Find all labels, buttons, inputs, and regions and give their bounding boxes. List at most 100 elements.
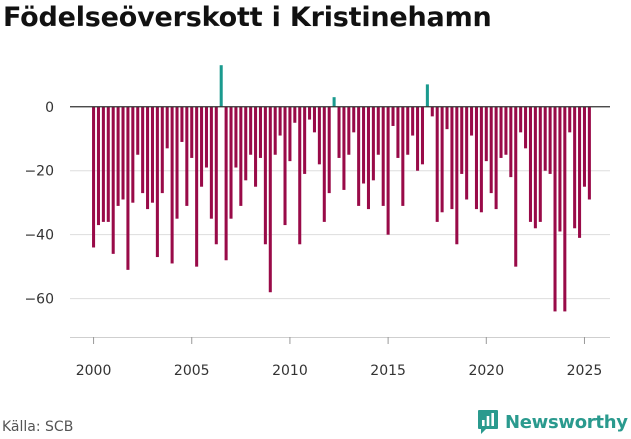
bar-negative <box>548 106 552 174</box>
bar-negative <box>435 106 439 222</box>
bar-positive <box>425 84 429 107</box>
bar-negative <box>308 106 312 120</box>
bar-negative <box>396 106 400 158</box>
bar-negative <box>96 106 100 226</box>
bar-negative <box>322 106 326 222</box>
bar-positive <box>219 65 223 107</box>
bar-negative <box>558 106 562 232</box>
bar-negative <box>553 106 557 312</box>
bar-negative <box>136 106 140 155</box>
bar-negative <box>180 106 184 142</box>
bar-negative <box>224 106 228 261</box>
bar-negative <box>494 106 498 210</box>
bar-negative <box>352 106 356 133</box>
bar-negative <box>317 106 321 165</box>
bar-negative <box>175 106 179 219</box>
bar-negative <box>190 106 194 158</box>
bar-negative <box>278 106 282 136</box>
bar-negative <box>440 106 444 213</box>
bar-negative <box>298 106 302 245</box>
bar-positive <box>332 97 336 107</box>
bar-negative <box>258 106 262 158</box>
x-tick-label: 2010 <box>272 363 308 379</box>
bar-negative <box>150 106 154 203</box>
bar-negative <box>376 106 380 155</box>
bar-negative <box>268 106 272 293</box>
bar-negative <box>386 106 390 235</box>
bar-negative <box>465 106 469 200</box>
bar-negative <box>430 106 434 117</box>
bar-negative <box>106 106 110 222</box>
bar-negative <box>460 106 464 174</box>
bar-negative <box>229 106 233 219</box>
bar-negative <box>528 106 532 222</box>
bar-negative <box>416 106 420 171</box>
bar-negative <box>209 106 213 219</box>
y-tick-label: −40 <box>24 228 54 244</box>
bar-negative <box>504 106 508 155</box>
bar-negative <box>263 106 267 245</box>
bar-negative <box>391 106 395 126</box>
bar-negative <box>578 106 582 238</box>
bar-negative <box>445 106 449 130</box>
axes: 0 −20 −40 −60 2000 2005 2010 2015 2020 2025 <box>24 100 610 379</box>
x-tick-label: 2015 <box>370 363 406 379</box>
bar-negative <box>533 106 537 229</box>
bar-negative <box>121 106 125 200</box>
bar-negative <box>244 106 248 181</box>
bar-negative <box>283 106 287 226</box>
bar-negative <box>371 106 375 181</box>
bar-negative <box>479 106 483 213</box>
bar-negative <box>406 106 410 155</box>
bar-negative <box>337 106 341 158</box>
bar-negative <box>141 106 145 194</box>
bar-negative <box>214 106 218 245</box>
newsworthy-logo[interactable]: Newsworthy <box>477 406 628 438</box>
bar-negative <box>474 106 478 210</box>
bar-negative <box>170 106 174 264</box>
bar-negative <box>411 106 415 136</box>
bar-negative <box>254 106 258 187</box>
y-tick-label: −60 <box>24 292 54 308</box>
bar-negative <box>200 106 204 187</box>
bar-negative <box>185 106 189 206</box>
bar-negative <box>543 106 547 171</box>
bar-negative <box>519 106 523 133</box>
bar-negative <box>366 106 370 210</box>
source-label: Källa: SCB <box>2 419 74 435</box>
bars <box>92 65 591 312</box>
bar-negative <box>146 106 150 210</box>
bar-negative <box>293 106 297 123</box>
bar-negative <box>342 106 346 190</box>
bar-negative <box>568 106 572 133</box>
bar-negative <box>327 106 331 194</box>
x-tick-label: 2005 <box>174 363 210 379</box>
y-tick-label: −20 <box>24 164 54 180</box>
bar-negative <box>484 106 488 162</box>
bar-negative <box>357 106 361 206</box>
bar-negative <box>92 106 96 248</box>
bar-negative <box>420 106 424 165</box>
bar-negative <box>470 106 474 136</box>
bar-negative <box>573 106 577 229</box>
bar-negative <box>131 106 135 203</box>
bar-negative <box>111 106 115 254</box>
bar-negative <box>273 106 277 155</box>
bar-negative <box>126 106 130 270</box>
x-tick-label: 2000 <box>76 363 112 379</box>
bar-negative <box>239 106 243 206</box>
bar-negative <box>450 106 454 210</box>
bar-negative <box>381 106 385 206</box>
bar-negative <box>499 106 503 158</box>
bar-negative <box>165 106 169 149</box>
bar-negative <box>455 106 459 245</box>
bar-negative <box>362 106 366 184</box>
bar-negative <box>514 106 518 267</box>
bar-negative <box>538 106 542 222</box>
bar-negative <box>509 106 513 178</box>
bar-negative <box>288 106 292 162</box>
chart-title: Födelseöverskott i Kristinehamn <box>3 2 492 33</box>
bar-negative <box>582 106 586 187</box>
bar-negative <box>155 106 159 258</box>
